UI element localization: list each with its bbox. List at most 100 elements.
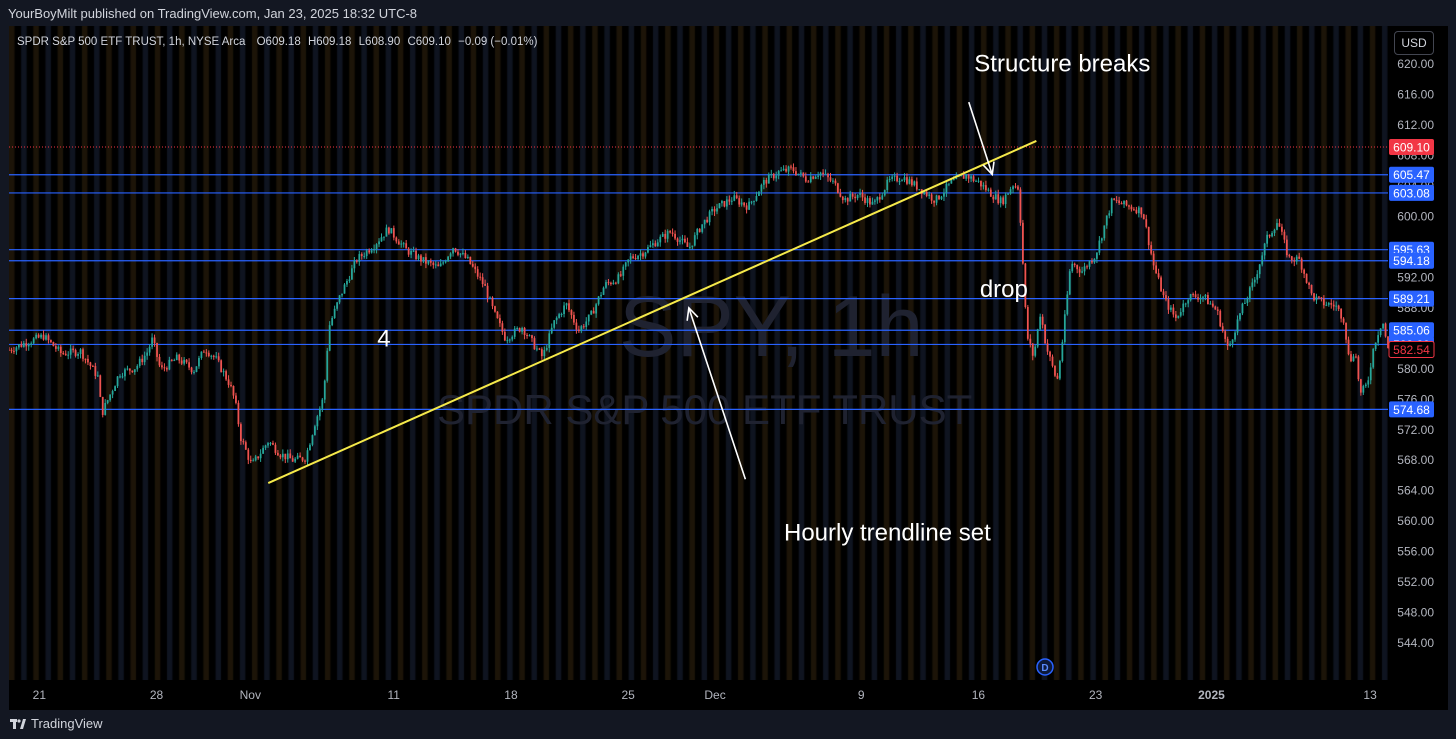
candle-body [42,334,45,340]
candle-body [1039,316,1042,330]
candle-body [301,457,304,461]
candle-body [982,185,985,187]
candle-body [25,343,28,347]
candle-body [918,189,921,191]
y-tick-label: 600.00 [1397,209,1434,223]
x-tick-label: 2025 [1198,688,1225,702]
candle-body [395,237,398,242]
candle-body [1098,240,1101,253]
candle-body [114,386,116,392]
candle-body [1266,234,1269,244]
x-tick-label: 9 [858,688,865,702]
candle-body [1184,303,1187,305]
candle-body [378,241,380,245]
candle-body [1007,193,1009,195]
level-price-label: 589.21 [1393,292,1430,306]
candle-body [602,287,605,295]
candle-body [1088,261,1091,267]
candle-body [738,198,741,205]
candle-body [131,370,134,373]
candle-body [553,320,556,328]
candle-body [143,355,146,363]
candle-body [1364,384,1367,387]
candle-body [422,257,425,262]
candle-body [494,306,496,312]
y-tick-label: 568.00 [1397,453,1434,467]
candle-body [346,280,348,285]
candle-body [674,233,676,239]
candle-body [1019,189,1022,223]
candle-body [1002,197,1005,205]
candle-body [1318,296,1320,298]
candle-body [1374,342,1377,349]
candle-body [1103,225,1106,239]
x-tick-label: 18 [504,688,518,702]
price-chart[interactable]: 620.00616.00612.00608.00604.00600.00596.… [9,26,1448,710]
candle-body [540,349,543,357]
candle-body [506,340,509,342]
low-label: L [358,36,366,48]
candle-body [1076,265,1079,270]
candle-body [432,262,435,265]
candle-body [353,260,356,269]
candle-body [1241,303,1244,314]
candle-body [326,350,329,381]
level-price-label: 603.08 [1393,186,1430,200]
candle-body [239,424,242,442]
candle-body [126,368,129,370]
candle-body [989,189,992,197]
candle-body [785,168,787,172]
candle-body [938,195,940,200]
candle-body [688,246,691,248]
candle-body [538,348,541,350]
candle-body [1194,294,1197,298]
candle-body [1123,200,1125,205]
candle-body [962,175,965,179]
candle-body [104,402,107,415]
candle-body [57,346,60,349]
candle-body [291,458,294,462]
candle-body [402,243,405,245]
candle-body [947,183,950,185]
y-tick-label: 592.00 [1397,270,1434,284]
open-label: O [256,36,266,48]
annotation-text: drop [980,276,1028,303]
candle-body [765,179,768,184]
candle-body [328,325,331,351]
candle-body [45,335,47,340]
currency-button[interactable]: USD [1394,31,1434,55]
candle-body [299,455,301,458]
candle-body [1244,302,1246,304]
tradingview-logo[interactable]: TradingView [10,716,103,731]
candle-body [770,174,773,176]
candle-body [1130,206,1133,210]
candle-body [1145,219,1148,227]
candle-body [950,179,953,184]
candle-body [585,321,588,327]
candle-body [1350,354,1352,362]
candle-body [400,243,403,245]
y-tick-label: 620.00 [1397,57,1434,71]
y-tick-label: 564.00 [1397,484,1434,498]
candle-body [368,250,371,253]
candle-body [50,340,52,343]
candle-body [1128,205,1130,207]
y-tick-label: 580.00 [1397,362,1434,376]
candle-body [82,349,84,359]
candle-body [592,310,595,314]
candle-body [1073,263,1076,266]
candle-body [984,185,987,191]
annotation-text: Structure breaks [974,51,1150,78]
candle-body [1320,297,1323,299]
open-value: 609.18 [265,36,301,48]
candle-body [1202,296,1204,298]
candle-body [1355,356,1357,358]
candle-body [980,180,982,187]
candle-body [1152,253,1155,266]
candle-body [829,177,832,181]
candle-body [661,233,664,237]
candle-body [607,282,610,284]
candle-body [1293,260,1296,262]
candle-body [1276,223,1278,230]
candle-body [20,344,23,347]
